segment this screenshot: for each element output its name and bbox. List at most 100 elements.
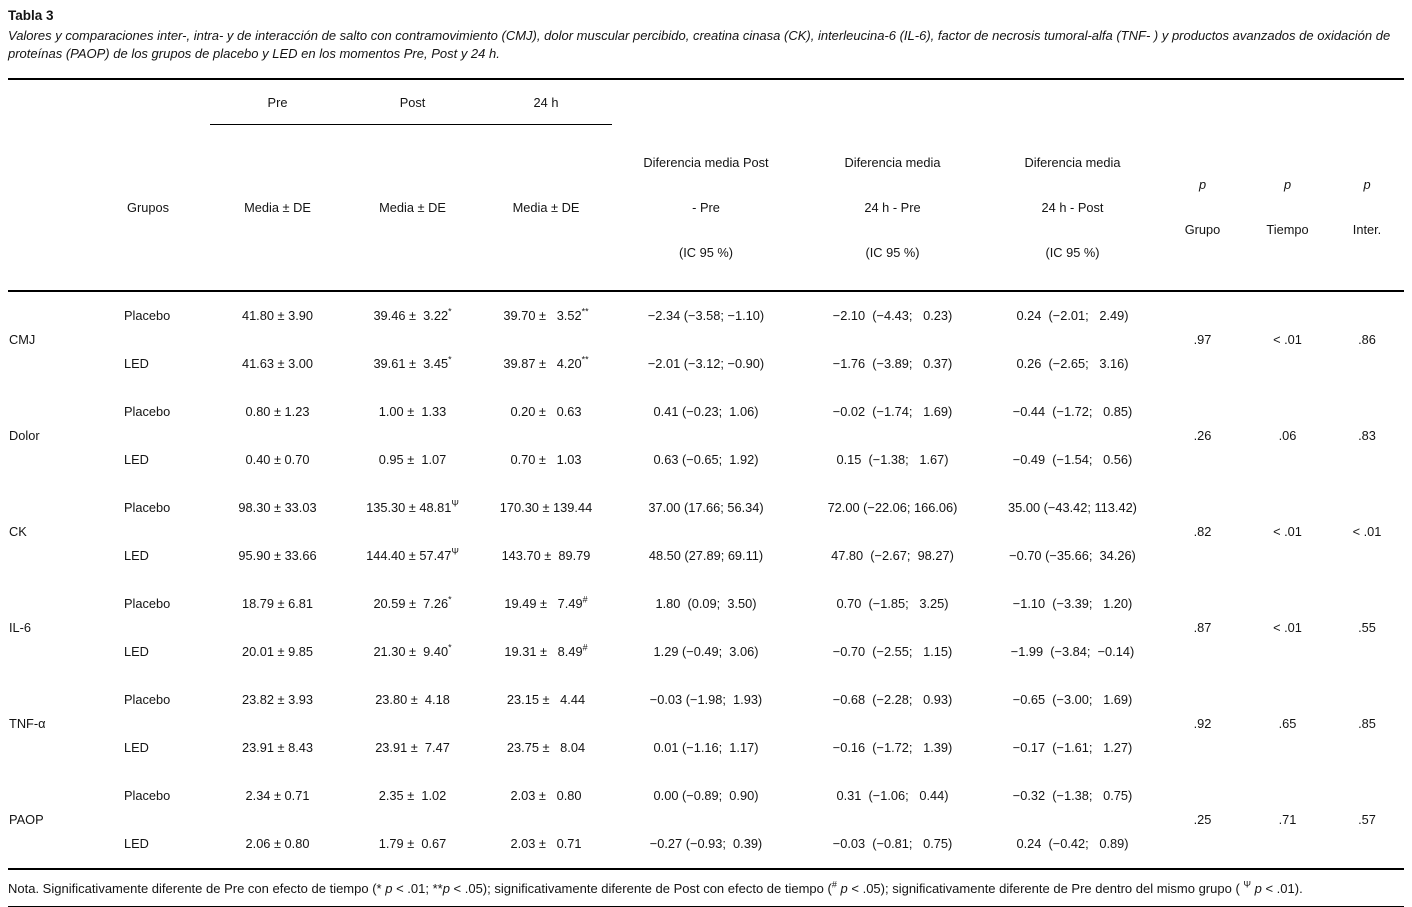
- table-row: IL-6 Placebo 18.79 ± 6.81 20.59 ± 7.26* 19.4…: [8, 580, 1404, 636]
- note-segment: p: [385, 880, 393, 896]
- cell-24h: 23.15 ± 4.44: [506, 692, 586, 708]
- cell-diff-24h-post: 0.24 (−0.42; 0.89): [1016, 836, 1129, 852]
- cell-diff-24h-post: −0.70 (−35.66; 34.26): [1009, 548, 1136, 564]
- header-line: Inter.: [1352, 222, 1382, 238]
- cell-24h: 2.03 ± 0.80: [510, 788, 582, 804]
- table-body: CMJ Placebo 41.80 ± 3.90 39.46 ± 3.22* 39.70…: [8, 291, 1404, 869]
- header-line: (IC 95 %): [865, 244, 920, 260]
- cell-p-grupo: .82: [1193, 524, 1212, 540]
- header-line: 24 h - Pre: [864, 199, 921, 215]
- cell-variable: IL-6: [9, 620, 32, 636]
- cell-p-inter: < .01: [1352, 524, 1382, 540]
- cell-diff-post-pre: 0.00 (−0.89; 0.90): [653, 788, 759, 804]
- cell-24h: 23.75 ± 8.04: [506, 740, 586, 756]
- header-spacer: [1160, 79, 1245, 125]
- cell-pre: 95.90 ± 33.66: [238, 548, 317, 564]
- cell-post: 23.91 ± 7.47: [375, 740, 450, 756]
- cell-diff-24h-pre: 47.80 (−2.67; 98.27): [831, 548, 954, 564]
- cell-variable: CMJ: [9, 332, 36, 348]
- cell-pre: 98.30 ± 33.03: [238, 500, 317, 516]
- cell-diff-24h-pre: −0.16 (−1.72; 1.39): [832, 740, 953, 756]
- table-header: Pre Post 24 h Grupos Media ± DE Media ± …: [8, 79, 1404, 292]
- cell-group: LED: [124, 740, 149, 756]
- cell-post: 23.80 ± 4.18: [375, 692, 450, 708]
- cell-24h: 19.49 ± 7.49#: [504, 595, 588, 612]
- table-title: Tabla 3: [8, 8, 54, 23]
- cell-p-inter: .85: [1358, 716, 1376, 732]
- note-segment: p: [1254, 880, 1262, 896]
- cell-post: 0.95 ± 1.07: [378, 452, 447, 468]
- header-line: p: [1283, 177, 1292, 193]
- cell-post: 135.30 ± 48.81Ψ: [366, 499, 459, 516]
- cell-diff-24h-post: −0.49 (−1.54; 0.56): [1012, 452, 1133, 468]
- cell-group: LED: [124, 548, 149, 564]
- header-diff-24h-post: Diferencia media 24 h - Post (IC 95 %): [985, 124, 1160, 292]
- cell-group: LED: [124, 452, 149, 468]
- cell-diff-post-pre: 48.50 (27.89; 69.11): [648, 548, 764, 564]
- header-spacer: [1330, 79, 1404, 125]
- table-row: LED 0.40 ± 0.70 0.95 ± 1.07 0.70 ± 1.03 0.63…: [8, 436, 1404, 484]
- cell-diff-post-pre: 0.01 (−1.16; 1.17): [653, 740, 759, 756]
- header-pre: Pre: [210, 79, 345, 126]
- cell-pre: 23.82 ± 3.93: [241, 692, 314, 708]
- cell-diff-post-pre: −0.03 (−1.98; 1.93): [649, 692, 763, 708]
- header-p-tiempo: p Tiempo: [1245, 124, 1330, 292]
- note-segment: < .05); significativamente diferente de …: [449, 880, 832, 896]
- cell-post: 2.35 ± 1.02: [378, 788, 447, 804]
- table-row: PAOP Placebo 2.34 ± 0.71 2.35 ± 1.02 2.03 ± …: [8, 772, 1404, 827]
- header-line: - Pre: [692, 199, 720, 215]
- note-segment: Nota. Significativamente diferente de Pr…: [8, 880, 386, 896]
- header-grupos: Grupos: [115, 124, 210, 292]
- header-spacer: [8, 124, 115, 292]
- cell-p-tiempo: .71: [1278, 812, 1297, 828]
- header-spacer: [985, 79, 1160, 125]
- header-p-inter: p Inter.: [1330, 124, 1404, 292]
- cell-diff-post-pre: 0.63 (−0.65; 1.92): [653, 452, 759, 468]
- cell-post: 39.46 ± 3.22*: [373, 307, 452, 324]
- cell-diff-24h-pre: −0.68 (−2.28; 0.93): [832, 692, 953, 708]
- header-spacer: [612, 79, 800, 125]
- cell-pre: 41.63 ± 3.00: [241, 356, 314, 372]
- header-line: 24 h - Post: [1041, 199, 1104, 215]
- cell-24h: 143.70 ± 89.79: [501, 548, 591, 564]
- header-spacer: [115, 79, 210, 125]
- cell-24h: 0.20 ± 0.63: [510, 404, 582, 420]
- cell-diff-post-pre: −2.01 (−3.12; −0.90): [647, 356, 765, 372]
- cell-24h: 39.87 ± 4.20**: [503, 355, 589, 372]
- cell-24h: 2.03 ± 0.71: [510, 836, 582, 852]
- header-diff-post-pre: Diferencia media Post - Pre (IC 95 %): [612, 124, 800, 292]
- header-line: Tiempo: [1266, 222, 1309, 238]
- cell-diff-post-pre: −0.27 (−0.93; 0.39): [649, 836, 763, 852]
- cell-24h: 170.30 ± 139.44: [499, 500, 593, 516]
- table-row: TNF-α Placebo 23.82 ± 3.93 23.80 ± 4.18 23.1…: [8, 676, 1404, 731]
- cell-variable: TNF-α: [9, 716, 46, 732]
- cell-diff-24h-post: −1.99 (−3.84; −0.14): [1010, 644, 1135, 660]
- table-row: LED 41.63 ± 3.00 39.61 ± 3.45* 39.87 ± 4.20…: [8, 340, 1404, 388]
- cell-24h: 39.70 ± 3.52**: [503, 307, 589, 324]
- note-segment: < .01).: [1261, 880, 1303, 896]
- cell-diff-24h-pre: 0.31 (−1.06; 0.44): [836, 788, 949, 804]
- header-24h: 24 h: [480, 79, 612, 126]
- cell-post: 21.30 ± 9.40*: [373, 643, 452, 660]
- cell-group: Placebo: [124, 788, 171, 804]
- cell-post: 1.00 ± 1.33: [378, 404, 447, 420]
- header-spacer: [800, 79, 985, 125]
- header-line: p: [1198, 177, 1207, 193]
- table-row: Dolor Placebo 0.80 ± 1.23 1.00 ± 1.33 0.20 ±…: [8, 388, 1404, 443]
- cell-diff-24h-pre: −0.03 (−0.81; 0.75): [832, 836, 953, 852]
- cell-post: 39.61 ± 3.45*: [373, 355, 452, 372]
- table-row: LED 20.01 ± 9.85 21.30 ± 9.40* 19.31 ± 8.49…: [8, 628, 1404, 676]
- cell-diff-24h-pre: 72.00 (−22.06; 166.06): [827, 500, 958, 516]
- cell-group: Placebo: [124, 692, 171, 708]
- table-row: CK Placebo 98.30 ± 33.03 135.30 ± 48.81Ψ 170…: [8, 484, 1404, 540]
- cell-diff-24h-post: 0.24 (−2.01; 2.49): [1016, 308, 1129, 324]
- cell-p-grupo: .25: [1193, 812, 1212, 828]
- cell-group: Placebo: [124, 404, 171, 420]
- cell-pre: 18.79 ± 6.81: [241, 596, 314, 612]
- table-subtitle: Valores y comparaciones inter-, intra- y…: [8, 28, 1391, 62]
- header-p-grupo: p Grupo: [1160, 124, 1245, 292]
- table-row: LED 23.91 ± 8.43 23.91 ± 7.47 23.75 ± 8.04 0…: [8, 724, 1404, 772]
- cell-diff-24h-pre: 0.15 (−1.38; 1.67): [836, 452, 949, 468]
- cell-p-inter: .55: [1358, 620, 1376, 636]
- cell-pre: 23.91 ± 8.43: [241, 740, 314, 756]
